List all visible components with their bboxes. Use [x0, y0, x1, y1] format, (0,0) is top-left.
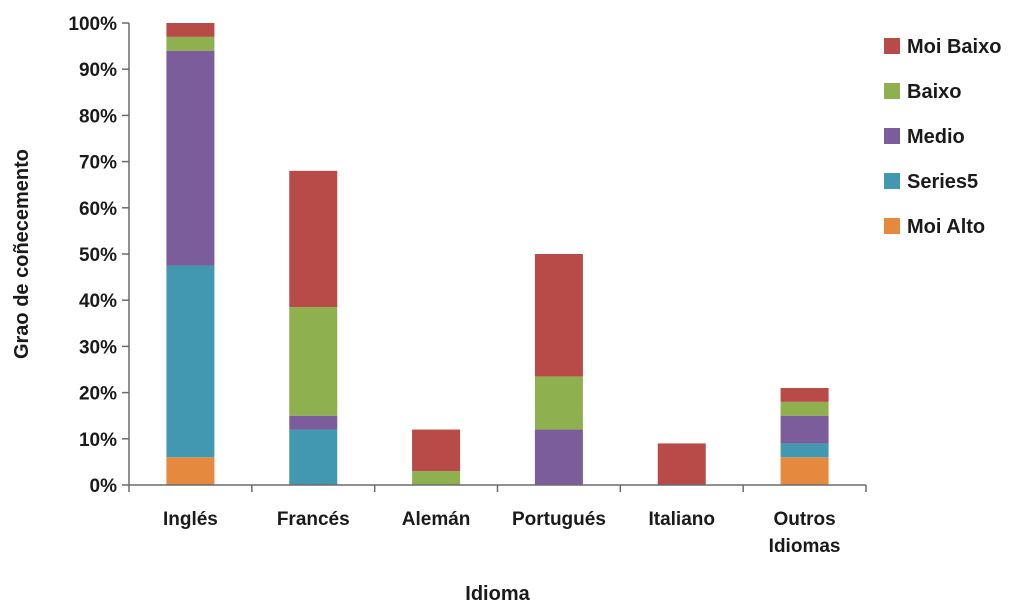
axes-layer: 0% 10% 20% 30% 40% 50% 60% 70% 80% 90% 100% Inglés F… — [68, 14, 867, 557]
legend-label-series5: Series5 — [907, 171, 978, 193]
legend-swatch-moi-baixo — [884, 38, 900, 54]
x-tick-label: Francés — [277, 509, 350, 530]
bar-moi-baixo-5 — [780, 387, 829, 402]
legend-swatch-baixo — [884, 83, 900, 99]
x-tick-label: Inglés — [163, 509, 218, 530]
legend-swatch-series5 — [884, 173, 900, 189]
y-axis-title: Grao de coñecemento — [11, 149, 33, 359]
y-tick-label: 60% — [79, 199, 117, 220]
bar-moi-baixo-0 — [166, 23, 215, 37]
bar-baixo-0 — [166, 36, 215, 51]
y-tick-label: 10% — [79, 430, 117, 451]
legend: Moi Baixo Baixo Medio Series5 Moi Alto — [884, 36, 1001, 238]
legend-label-moi-baixo: Moi Baixo — [907, 36, 1001, 58]
bar-baixo-2 — [412, 471, 461, 485]
x-tick-label: Alemán — [402, 509, 471, 530]
bar-baixo-1 — [289, 307, 338, 416]
bar-layer — [166, 23, 829, 485]
legend-swatch-moi-alto — [884, 218, 900, 234]
legend-label-moi-alto: Moi Alto — [907, 216, 985, 238]
bar-medio-3 — [534, 429, 583, 485]
legend-label-medio: Medio — [907, 126, 965, 148]
x-axis-title: Idioma — [465, 583, 530, 604]
bar-series5-0 — [166, 265, 215, 458]
y-tick-label: 0% — [90, 476, 118, 497]
bar-moi-baixo-2 — [412, 429, 461, 472]
y-tick-label: 90% — [79, 60, 117, 81]
y-tick-label: 80% — [79, 106, 117, 127]
y-tick-label: 20% — [79, 384, 117, 405]
y-tick-label: 40% — [79, 291, 117, 312]
bar-series5-5 — [780, 443, 829, 458]
bar-moi-baixo-3 — [534, 254, 583, 377]
y-tick-label: 70% — [79, 153, 117, 174]
x-tick-label: Portugués — [512, 509, 606, 530]
legend-swatch-medio — [884, 128, 900, 144]
y-tick-label: 30% — [79, 337, 117, 358]
legend-label-baixo: Baixo — [907, 81, 961, 103]
bar-baixo-5 — [780, 401, 829, 416]
x-tick-label: Outros Idiomas — [769, 509, 841, 557]
bar-medio-5 — [780, 415, 829, 444]
bar-series5-1 — [289, 429, 338, 485]
bar-moi-alto-5 — [780, 457, 829, 485]
bar-medio-0 — [166, 50, 215, 266]
x-tick-label: Italiano — [648, 509, 715, 530]
bar-medio-1 — [289, 415, 338, 430]
y-tick-label: 100% — [68, 14, 117, 35]
bar-moi-alto-0 — [166, 457, 215, 485]
y-tick-label: 50% — [79, 245, 117, 266]
bar-moi-baixo-4 — [657, 443, 706, 485]
bar-moi-baixo-1 — [289, 170, 338, 308]
bar-baixo-3 — [534, 376, 583, 430]
